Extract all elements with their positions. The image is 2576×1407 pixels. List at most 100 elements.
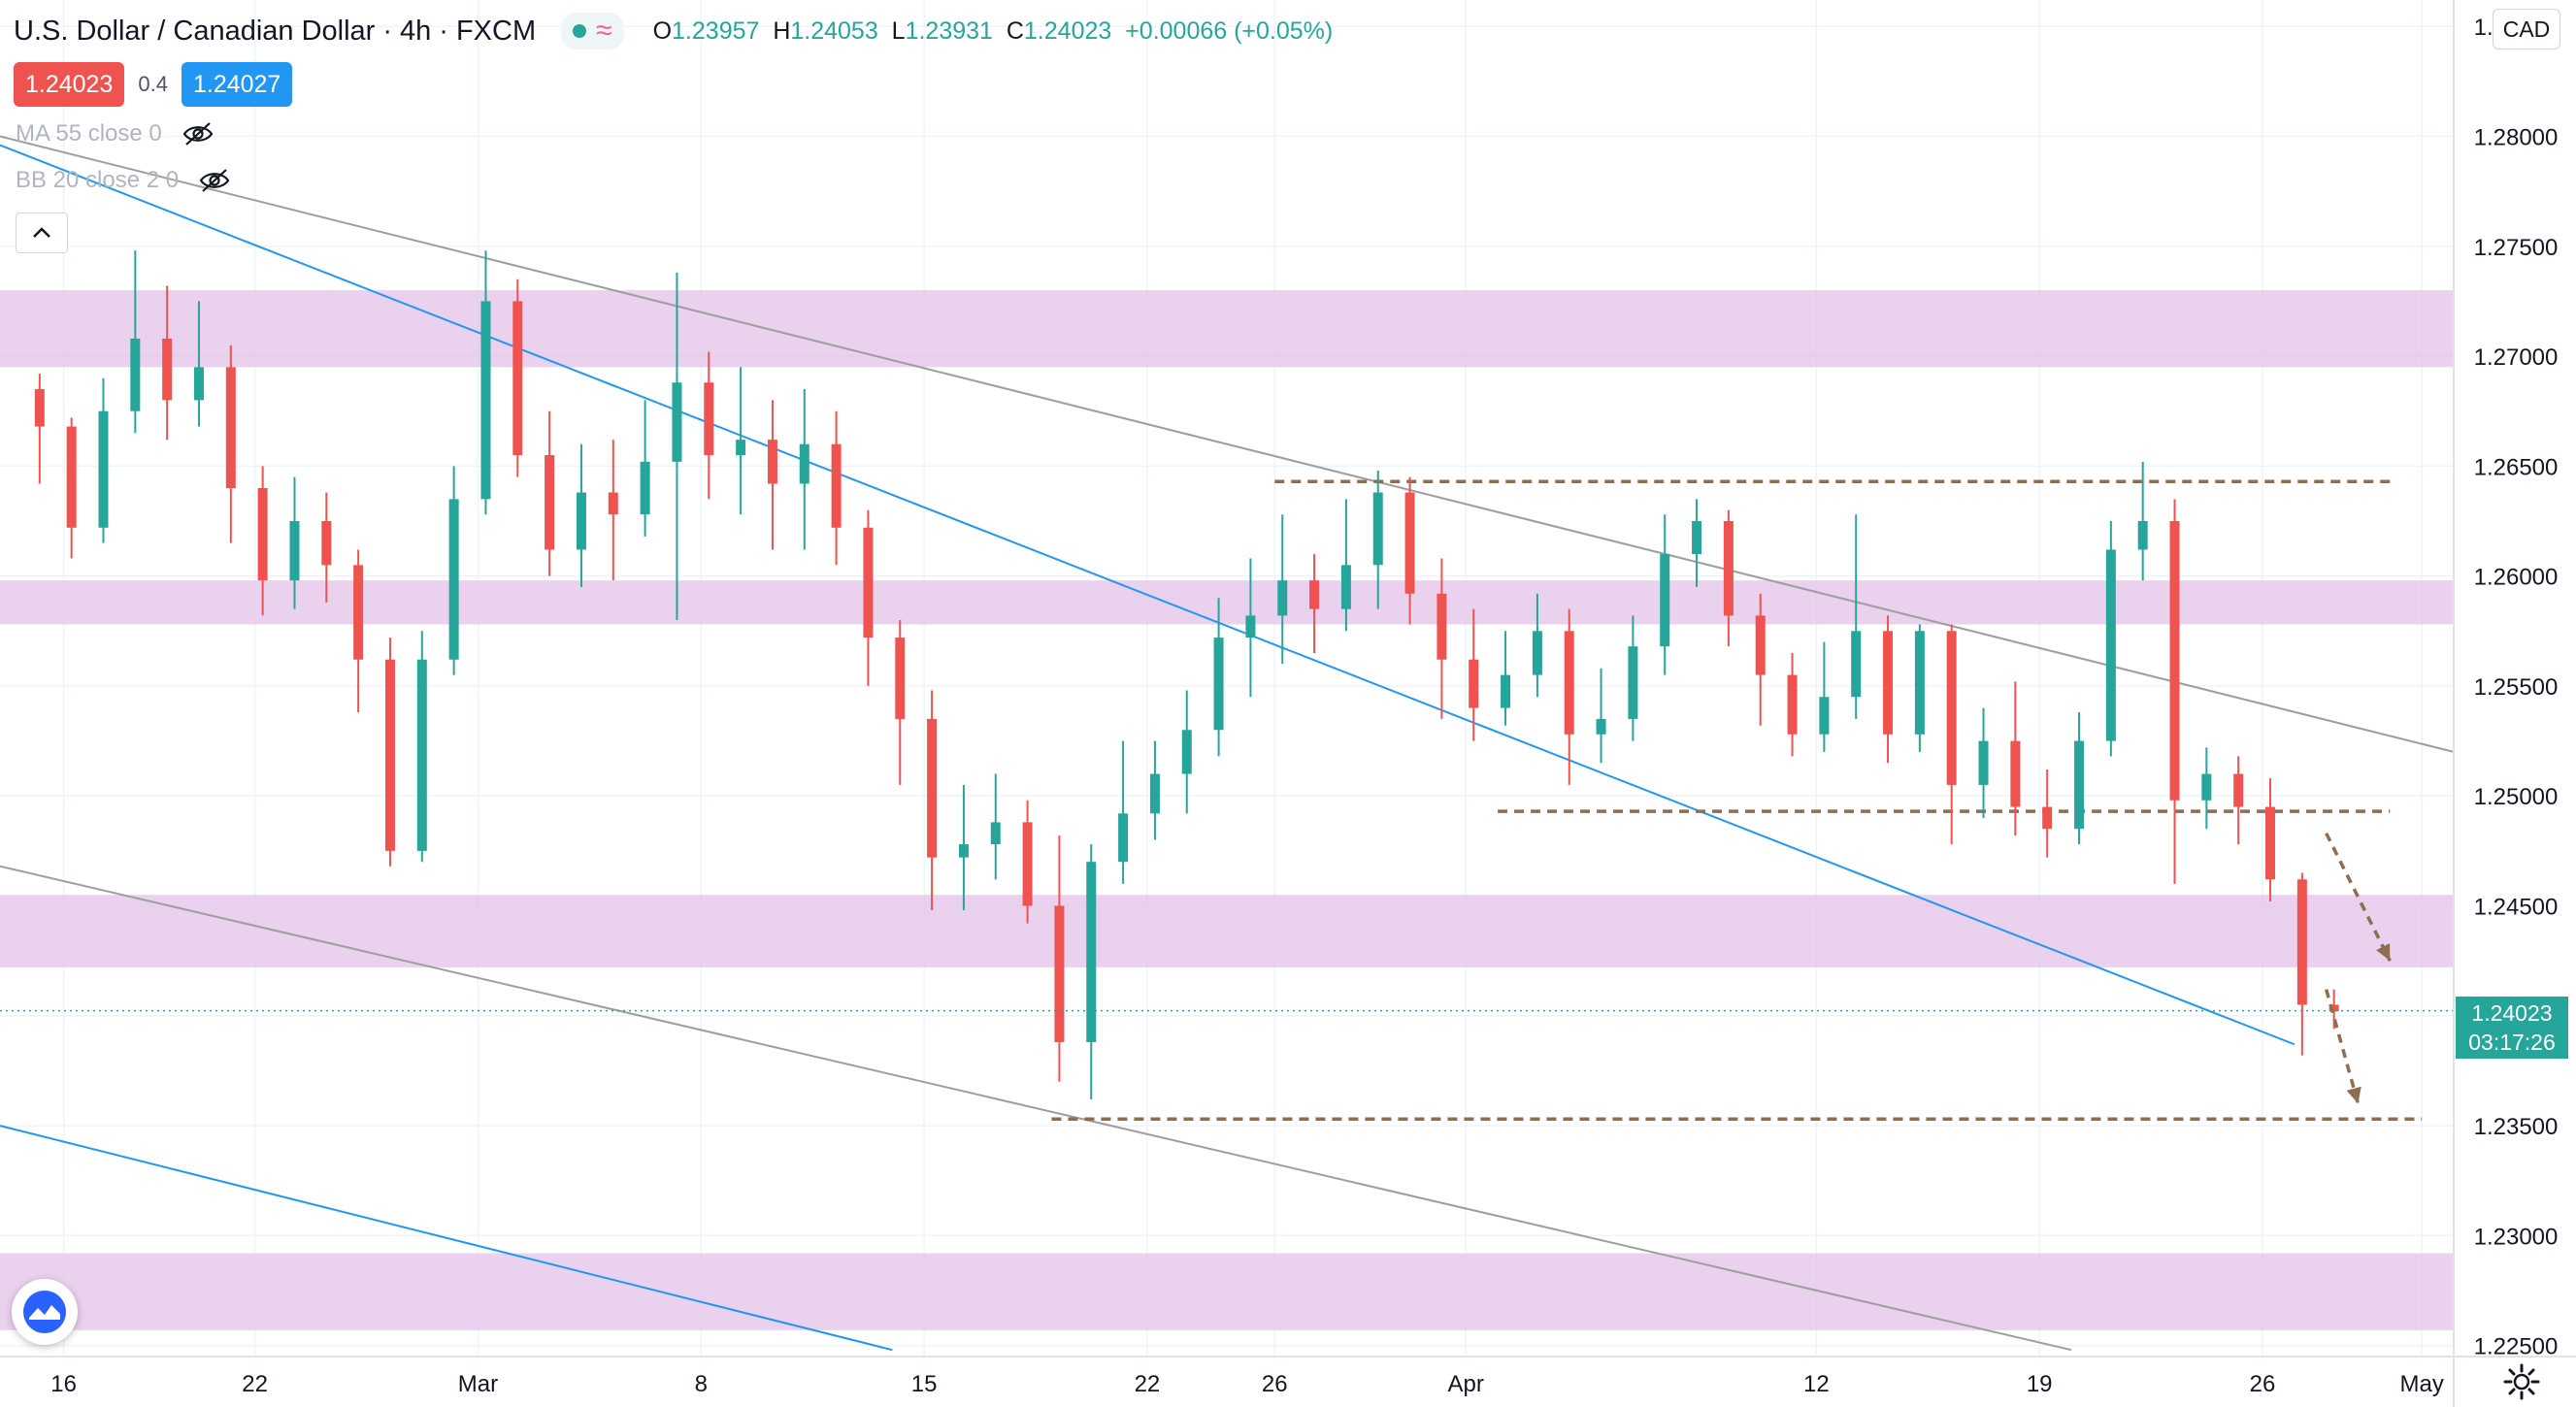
candle-body xyxy=(1149,773,1160,814)
trend-line[interactable] xyxy=(0,144,2295,1046)
indicator-bb[interactable]: BB 20 close 2 0 xyxy=(16,167,231,194)
candle-body xyxy=(1118,813,1129,863)
candle-body xyxy=(1564,631,1574,735)
candle-body xyxy=(1978,740,1989,785)
candle-body xyxy=(321,520,332,566)
candle-body xyxy=(480,301,491,500)
forecast-arrow-head[interactable] xyxy=(2346,1086,2361,1104)
candle-body xyxy=(2296,879,2307,1005)
candle-body xyxy=(2105,549,2116,741)
candle-body xyxy=(831,443,842,528)
market-status-pill[interactable]: ≈ xyxy=(561,13,624,49)
price-tick-label: 1.26500 xyxy=(2474,454,2559,480)
trendlines[interactable] xyxy=(0,135,2455,1352)
forecast-arrow-line[interactable] xyxy=(2325,832,2392,962)
gear-icon[interactable] xyxy=(2502,1362,2541,1401)
candle-body xyxy=(1851,631,1862,698)
candle-body xyxy=(66,426,77,528)
candle-body xyxy=(1309,580,1320,609)
candle-body xyxy=(289,520,300,581)
candle-body xyxy=(545,455,555,550)
grid xyxy=(0,0,2454,1357)
time-tick-label: May xyxy=(2399,1371,2443,1397)
chevron-up-icon xyxy=(33,227,50,238)
candle-body xyxy=(704,382,714,456)
forecast-arrow-head[interactable] xyxy=(2376,943,2391,962)
horizontal-levels[interactable] xyxy=(1051,479,2423,1122)
eye-off-icon[interactable] xyxy=(198,167,231,194)
currency-button[interactable]: CAD xyxy=(2493,9,2560,49)
trend-line[interactable] xyxy=(0,135,2455,753)
forecast-arrows[interactable] xyxy=(2324,832,2392,1104)
time-tick-label: 19 xyxy=(2027,1371,2053,1397)
candle-body xyxy=(1213,638,1224,731)
buy-button[interactable]: 1.24027 xyxy=(181,62,293,107)
candle-body xyxy=(34,389,45,427)
candle-body xyxy=(895,638,906,719)
delayed-data-icon: ≈ xyxy=(596,15,612,47)
forecast-arrow-line[interactable] xyxy=(2324,989,2361,1104)
candle-body xyxy=(1819,697,1830,735)
open-value: 1.23957 xyxy=(672,16,760,45)
symbol-name[interactable]: U.S. Dollar / Canadian Dollar xyxy=(14,15,376,47)
time-tick-label: Mar xyxy=(458,1371,498,1397)
time-tick-label: 22 xyxy=(242,1371,268,1397)
bar-countdown: 03:17:26 xyxy=(2468,1030,2556,1055)
price-tick-label: 1.23000 xyxy=(2474,1224,2559,1250)
candle-body xyxy=(2233,773,2244,807)
last-price-label: 1.24023 03:17:26 xyxy=(2456,997,2568,1059)
candle-body xyxy=(1723,520,1734,616)
support-resistance-zone xyxy=(0,895,2454,967)
candle-body xyxy=(1372,492,1383,566)
candle-body xyxy=(162,338,173,401)
price-tick-label: 1.26000 xyxy=(2474,565,2559,591)
trend-line[interactable] xyxy=(0,865,2072,1352)
price-tick-label: 1.25500 xyxy=(2474,674,2559,701)
support-resistance-zone xyxy=(0,580,2454,625)
candle-body xyxy=(1755,615,1766,675)
symbol-legend: U.S. Dollar / Canadian Dollar · 4h · FXC… xyxy=(14,10,1333,52)
trade-buttons: 1.24023 0.4 1.24027 xyxy=(14,62,293,107)
collapse-legend-button[interactable] xyxy=(16,213,68,253)
trend-line[interactable] xyxy=(0,1125,893,1352)
time-tick-label: 15 xyxy=(911,1371,938,1397)
change-value: +0.00066 (+0.05%) xyxy=(1125,16,1334,45)
candle-body xyxy=(130,338,141,411)
candle-body xyxy=(1883,631,1894,735)
price-tick-label: 1.23500 xyxy=(2474,1114,2559,1140)
candle-body xyxy=(1437,593,1447,660)
sell-button[interactable]: 1.24023 xyxy=(14,62,125,107)
candle-body xyxy=(257,488,268,581)
price-tick-label: 1.28000 xyxy=(2474,124,2559,150)
price-tick-label: 1.24500 xyxy=(2474,895,2559,921)
candle-body xyxy=(193,367,204,401)
price-axis[interactable]: 1.285001.280001.275001.270001.265001.260… xyxy=(2474,15,2559,1359)
eye-off-icon[interactable] xyxy=(182,120,215,147)
price-tick-label: 1.27000 xyxy=(2474,344,2559,371)
tradingview-logo-button[interactable] xyxy=(12,1279,78,1345)
indicator-ma[interactable]: MA 55 close 0 xyxy=(16,120,215,147)
indicator-ma-label: MA 55 close 0 xyxy=(16,120,162,147)
interval-label[interactable]: 4h xyxy=(400,15,432,47)
low-value: 1.23931 xyxy=(905,16,993,45)
candle-body xyxy=(799,443,809,484)
candle-body xyxy=(1596,718,1606,735)
price-tick-label: 1.27500 xyxy=(2474,235,2559,261)
separator-dot: · xyxy=(382,15,392,47)
candle-body xyxy=(1086,862,1097,1042)
low-key: L xyxy=(891,16,906,45)
candle-body xyxy=(1914,631,1925,735)
candle-body xyxy=(1340,565,1351,609)
candle-body xyxy=(927,718,938,858)
spread-value: 0.4 xyxy=(138,72,168,96)
time-axis[interactable]: 16 22 Mar 8 15 22 26 Apr 12 19 26 May xyxy=(50,1371,2444,1397)
candle-body xyxy=(608,492,618,515)
time-tick-label: 8 xyxy=(695,1371,708,1397)
candle-body xyxy=(2328,1004,2339,1012)
candle-body xyxy=(672,382,682,462)
candle-body xyxy=(98,410,109,528)
candle-body xyxy=(1660,553,1670,647)
market-open-icon xyxy=(573,24,587,38)
